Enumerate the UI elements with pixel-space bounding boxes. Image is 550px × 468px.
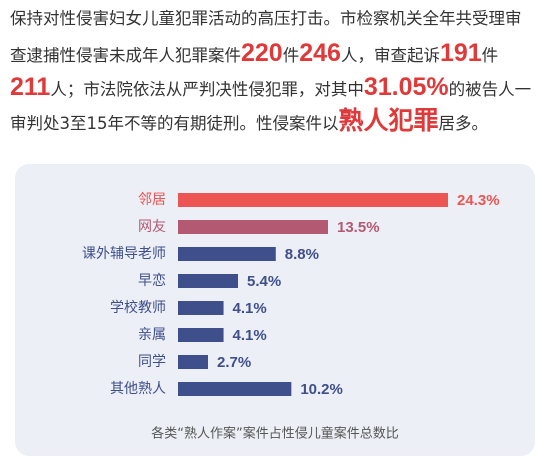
text: 审判处3至15年不等的有期徒刑。性侵案件以 bbox=[10, 114, 339, 133]
value-label: 2.7% bbox=[217, 354, 251, 371]
text: 居多。 bbox=[438, 114, 489, 133]
bar bbox=[178, 355, 208, 369]
text: 件 bbox=[481, 46, 499, 65]
text: 保持对性侵害妇女儿童犯罪活动的高压打击。市检察机关全年共受理审 bbox=[10, 9, 522, 28]
value-label: 4.1% bbox=[233, 300, 267, 317]
category-label: 同学 bbox=[138, 354, 166, 370]
text: 人，审查起诉 bbox=[340, 46, 440, 65]
highlight-text: 211 bbox=[10, 73, 51, 101]
bar bbox=[178, 301, 224, 315]
bar bbox=[178, 220, 328, 234]
text-line: 审判处3至15年不等的有期徒刑。性侵案件以熟人犯罪居多。 bbox=[10, 104, 545, 138]
category-label: 课外辅导老师 bbox=[82, 246, 166, 262]
highlight-text: 246 bbox=[299, 39, 341, 67]
value-label: 5.4% bbox=[247, 273, 281, 290]
category-label: 学校教师 bbox=[110, 299, 166, 316]
highlight-text: 191 bbox=[439, 39, 482, 67]
category-label: 邻居 bbox=[138, 192, 166, 208]
bar bbox=[178, 247, 276, 261]
chart-title: 各类“熟人作案”案件占性侵儿童案件总数比 bbox=[151, 426, 398, 442]
value-label: 10.2% bbox=[300, 381, 343, 398]
value-label: 24.3% bbox=[457, 192, 500, 209]
value-label: 13.5% bbox=[337, 219, 380, 236]
value-label: 4.1% bbox=[233, 327, 267, 344]
intro-paragraph: 保持对性侵害妇女儿童犯罪活动的高压打击。市检察机关全年共受理审 查逮捕性侵害未成年… bbox=[10, 2, 545, 138]
chart-panel bbox=[15, 164, 535, 456]
text: 件 bbox=[282, 46, 300, 65]
category-label: 早恋 bbox=[138, 272, 166, 289]
category-label: 其他熟人 bbox=[110, 381, 166, 397]
bar bbox=[178, 328, 224, 342]
highlight-text: 熟人犯罪 bbox=[338, 107, 439, 135]
text-line: 保持对性侵害妇女儿童犯罪活动的高压打击。市检察机关全年共受理审 bbox=[10, 2, 545, 36]
category-label: 亲属 bbox=[138, 327, 166, 343]
category-label: 网友 bbox=[138, 219, 166, 235]
text-line: 211人；市法院依法从严判决性侵犯罪，对其中31.05%的被告人一 bbox=[10, 70, 545, 104]
bar bbox=[178, 274, 238, 288]
bar bbox=[178, 382, 292, 396]
value-label: 8.8% bbox=[285, 246, 319, 263]
text: 的被告人一 bbox=[448, 80, 532, 99]
bar bbox=[178, 193, 448, 207]
text-line: 查逮捕性侵害未成年人犯罪案件220件246人，审查起诉191件 bbox=[10, 36, 545, 70]
text: 人；市法院依法从严判决性侵犯罪，对其中 bbox=[50, 80, 364, 99]
highlight-text: 220 bbox=[241, 39, 283, 67]
text: 查逮捕性侵害未成年人犯罪案件 bbox=[10, 46, 241, 65]
highlight-text: 31.05% bbox=[363, 73, 449, 101]
